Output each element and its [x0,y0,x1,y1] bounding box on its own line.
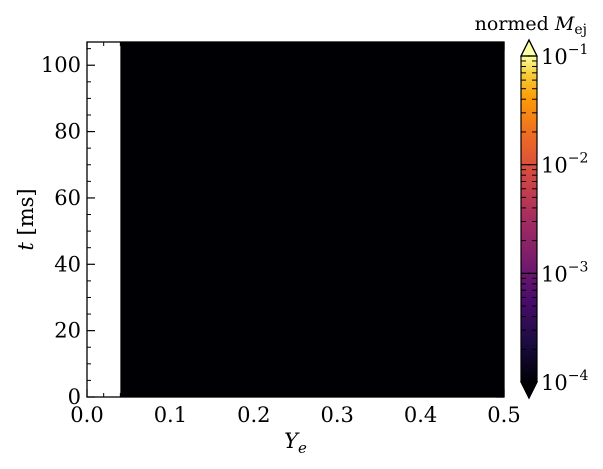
y-tick-label: 0 [68,385,81,409]
heatmap-filled-region [120,42,505,397]
colorbar-title: normed Mej [475,13,587,38]
colorbar-tick-label: 10−3 [541,259,588,286]
colorbar-tick-label: 10−1 [541,42,588,69]
y-tick-label: 80 [54,120,81,144]
plot-area [120,42,505,397]
y-axis-label: t [ms] [14,188,38,250]
y-tick-label: 100 [41,53,81,77]
x-tick-label: 0.4 [404,403,437,427]
colorbar: 10−1 10−2 10−3 10−4 normed Mej [475,13,588,400]
y-tick-label: 40 [54,252,81,276]
x-axis-label: Ye [284,429,307,457]
colorbar-extend-min [520,381,538,400]
y-tick-label: 60 [54,186,81,210]
y-tick-label: 20 [54,319,81,343]
colorbar-tick-label: 10−4 [541,368,588,395]
x-tick-label: 0.3 [320,403,353,427]
x-tick-label: 0.0 [70,403,103,427]
colorbar-tick-label: 10−2 [541,151,588,178]
axes: 0.0 0.1 0.2 0.3 0.4 0.5 0 20 40 60 80 100 Ye t [ms] [14,41,521,457]
x-tick-label: 0.2 [237,403,270,427]
colorbar-extend-max [520,38,538,57]
x-tick-label: 0.5 [487,403,520,427]
x-tick-label: 0.1 [154,403,187,427]
colorbar-gradient [521,56,537,382]
axes-frame [86,41,505,398]
